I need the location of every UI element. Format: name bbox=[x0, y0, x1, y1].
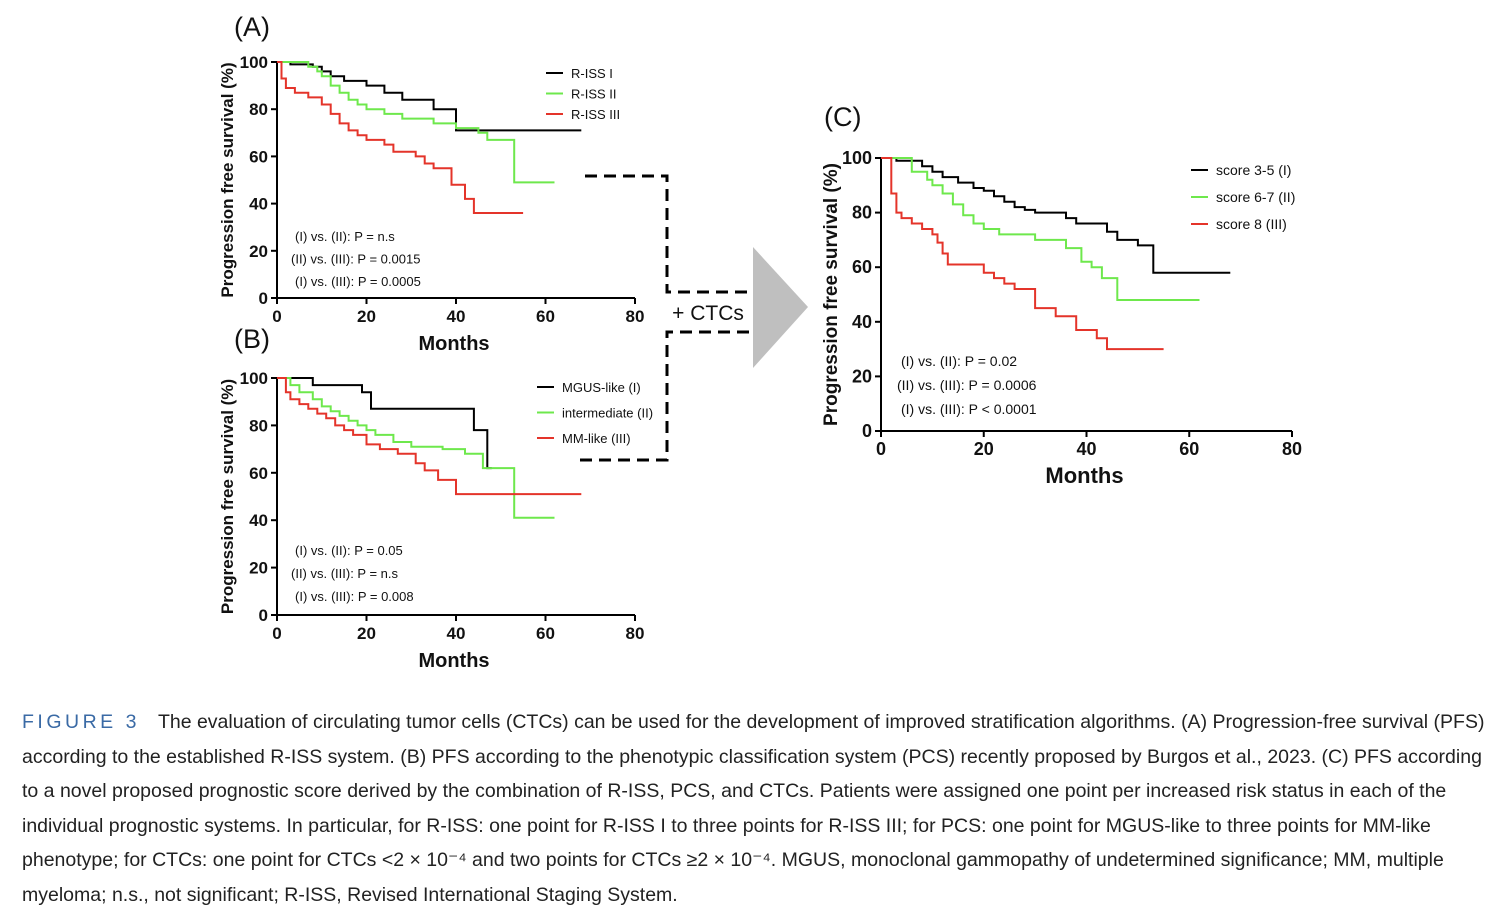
series-line-3 bbox=[277, 61, 524, 214]
x-tick-label: 0 bbox=[876, 439, 886, 459]
y-tick-label: 100 bbox=[842, 148, 872, 168]
p-value-annotation: (I) vs. (III): P < 0.0001 bbox=[901, 401, 1037, 417]
x-tick-label: 80 bbox=[1282, 439, 1302, 459]
caption-text: The evaluation of circulating tumor cell… bbox=[22, 711, 1485, 906]
y-tick-label: 60 bbox=[852, 257, 872, 277]
x-axis-title: Months bbox=[1045, 463, 1123, 488]
p-value-annotation: (I) vs. (II): P = 0.02 bbox=[901, 353, 1017, 369]
p-value-annotation: (II) vs. (III): P = 0.0015 bbox=[291, 252, 420, 267]
y-tick-label: 100 bbox=[240, 53, 268, 72]
legend-label: score 8 (III) bbox=[1216, 216, 1287, 232]
x-tick-label: 60 bbox=[536, 624, 555, 643]
x-tick-label: 20 bbox=[357, 307, 376, 326]
y-tick-label: 20 bbox=[852, 366, 872, 386]
series-line-2 bbox=[277, 61, 555, 184]
y-tick-label: 60 bbox=[249, 464, 268, 483]
y-axis-title: Progression free survival (%) bbox=[821, 163, 842, 426]
x-tick-label: 40 bbox=[447, 624, 466, 643]
panel-label: (B) bbox=[234, 324, 270, 354]
x-tick-label: 60 bbox=[1179, 439, 1199, 459]
x-tick-label: 20 bbox=[974, 439, 994, 459]
y-tick-label: 60 bbox=[249, 147, 268, 166]
panel-label: (A) bbox=[234, 12, 270, 42]
series-line-1 bbox=[881, 157, 1231, 274]
y-tick-label: 0 bbox=[259, 606, 268, 625]
series-line-1 bbox=[277, 377, 492, 470]
y-tick-label: 20 bbox=[249, 242, 268, 261]
series-line-2 bbox=[881, 157, 1200, 301]
y-tick-label: 100 bbox=[240, 369, 268, 388]
figure-caption: FIGURE 3 The evaluation of circulating tu… bbox=[22, 705, 1492, 912]
legend-label: intermediate (II) bbox=[562, 406, 653, 421]
p-value-annotation: (II) vs. (III): P = n.s bbox=[291, 566, 399, 581]
p-value-annotation: (II) vs. (III): P = 0.0006 bbox=[897, 377, 1037, 393]
connector-upper-dash bbox=[585, 174, 750, 294]
legend-label: score 6-7 (II) bbox=[1216, 189, 1295, 205]
legend-label: R-ISS II bbox=[571, 87, 617, 102]
p-value-annotation: (I) vs. (III): P = 0.0005 bbox=[295, 274, 421, 289]
legend-label: MM-like (III) bbox=[562, 431, 631, 446]
panel-label: (C) bbox=[824, 102, 861, 132]
connector-lower-dash bbox=[580, 330, 750, 462]
panel-a: (A) 0 20 40 60 80 0 20 40 60 80 100 Months Progressio… bbox=[218, 12, 644, 355]
legend-label: R-ISS I bbox=[571, 66, 613, 81]
y-tick-label: 80 bbox=[249, 416, 268, 435]
panel-b: (B) 0 20 40 60 80 0 20 40 60 80 100 Months Progressio… bbox=[218, 324, 653, 672]
x-tick-label: 80 bbox=[626, 307, 645, 326]
legend-label: score 3-5 (I) bbox=[1216, 162, 1291, 178]
ctc-label: + CTCs bbox=[672, 302, 744, 325]
p-value-annotation: (I) vs. (II): P = 0.05 bbox=[295, 543, 403, 558]
y-tick-label: 40 bbox=[852, 312, 872, 332]
x-tick-label: 40 bbox=[1076, 439, 1096, 459]
y-tick-label: 80 bbox=[249, 100, 268, 119]
p-value-annotation: (I) vs. (III): P = 0.008 bbox=[295, 589, 414, 604]
p-value-annotation: (I) vs. (II): P = n.s bbox=[295, 229, 395, 244]
arrow-right-icon bbox=[753, 247, 808, 368]
panel-c: (C) 0 20 40 60 80 0 20 40 60 80 100 Months Progressio… bbox=[821, 102, 1302, 488]
series-line-3 bbox=[881, 157, 1164, 351]
x-tick-label: 0 bbox=[272, 307, 281, 326]
y-tick-label: 40 bbox=[249, 195, 268, 214]
y-axis-title: Progression free survival (%) bbox=[218, 379, 237, 614]
x-axis-title: Months bbox=[418, 333, 489, 355]
y-axis-title: Progression free survival (%) bbox=[218, 62, 237, 297]
x-tick-label: 60 bbox=[536, 307, 555, 326]
figure-label: FIGURE 3 bbox=[22, 711, 140, 733]
series-line-3 bbox=[277, 377, 582, 496]
y-tick-label: 40 bbox=[249, 511, 268, 530]
ctc-connector: + CTCs bbox=[580, 174, 808, 462]
x-tick-label: 20 bbox=[357, 624, 376, 643]
legend-label: R-ISS III bbox=[571, 107, 620, 122]
series-line-2 bbox=[277, 377, 555, 519]
y-tick-label: 20 bbox=[249, 559, 268, 578]
figure: (A) 0 20 40 60 80 0 20 40 60 80 100 Months Progressio… bbox=[218, 12, 1302, 672]
x-tick-label: 40 bbox=[447, 307, 466, 326]
series-line-1 bbox=[277, 61, 582, 132]
x-tick-label: 0 bbox=[272, 624, 281, 643]
x-tick-label: 80 bbox=[626, 624, 645, 643]
x-axis-title: Months bbox=[418, 650, 489, 672]
y-tick-label: 0 bbox=[862, 421, 872, 441]
y-tick-label: 0 bbox=[259, 289, 268, 308]
y-tick-label: 80 bbox=[852, 203, 872, 223]
legend-label: MGUS-like (I) bbox=[562, 380, 641, 395]
